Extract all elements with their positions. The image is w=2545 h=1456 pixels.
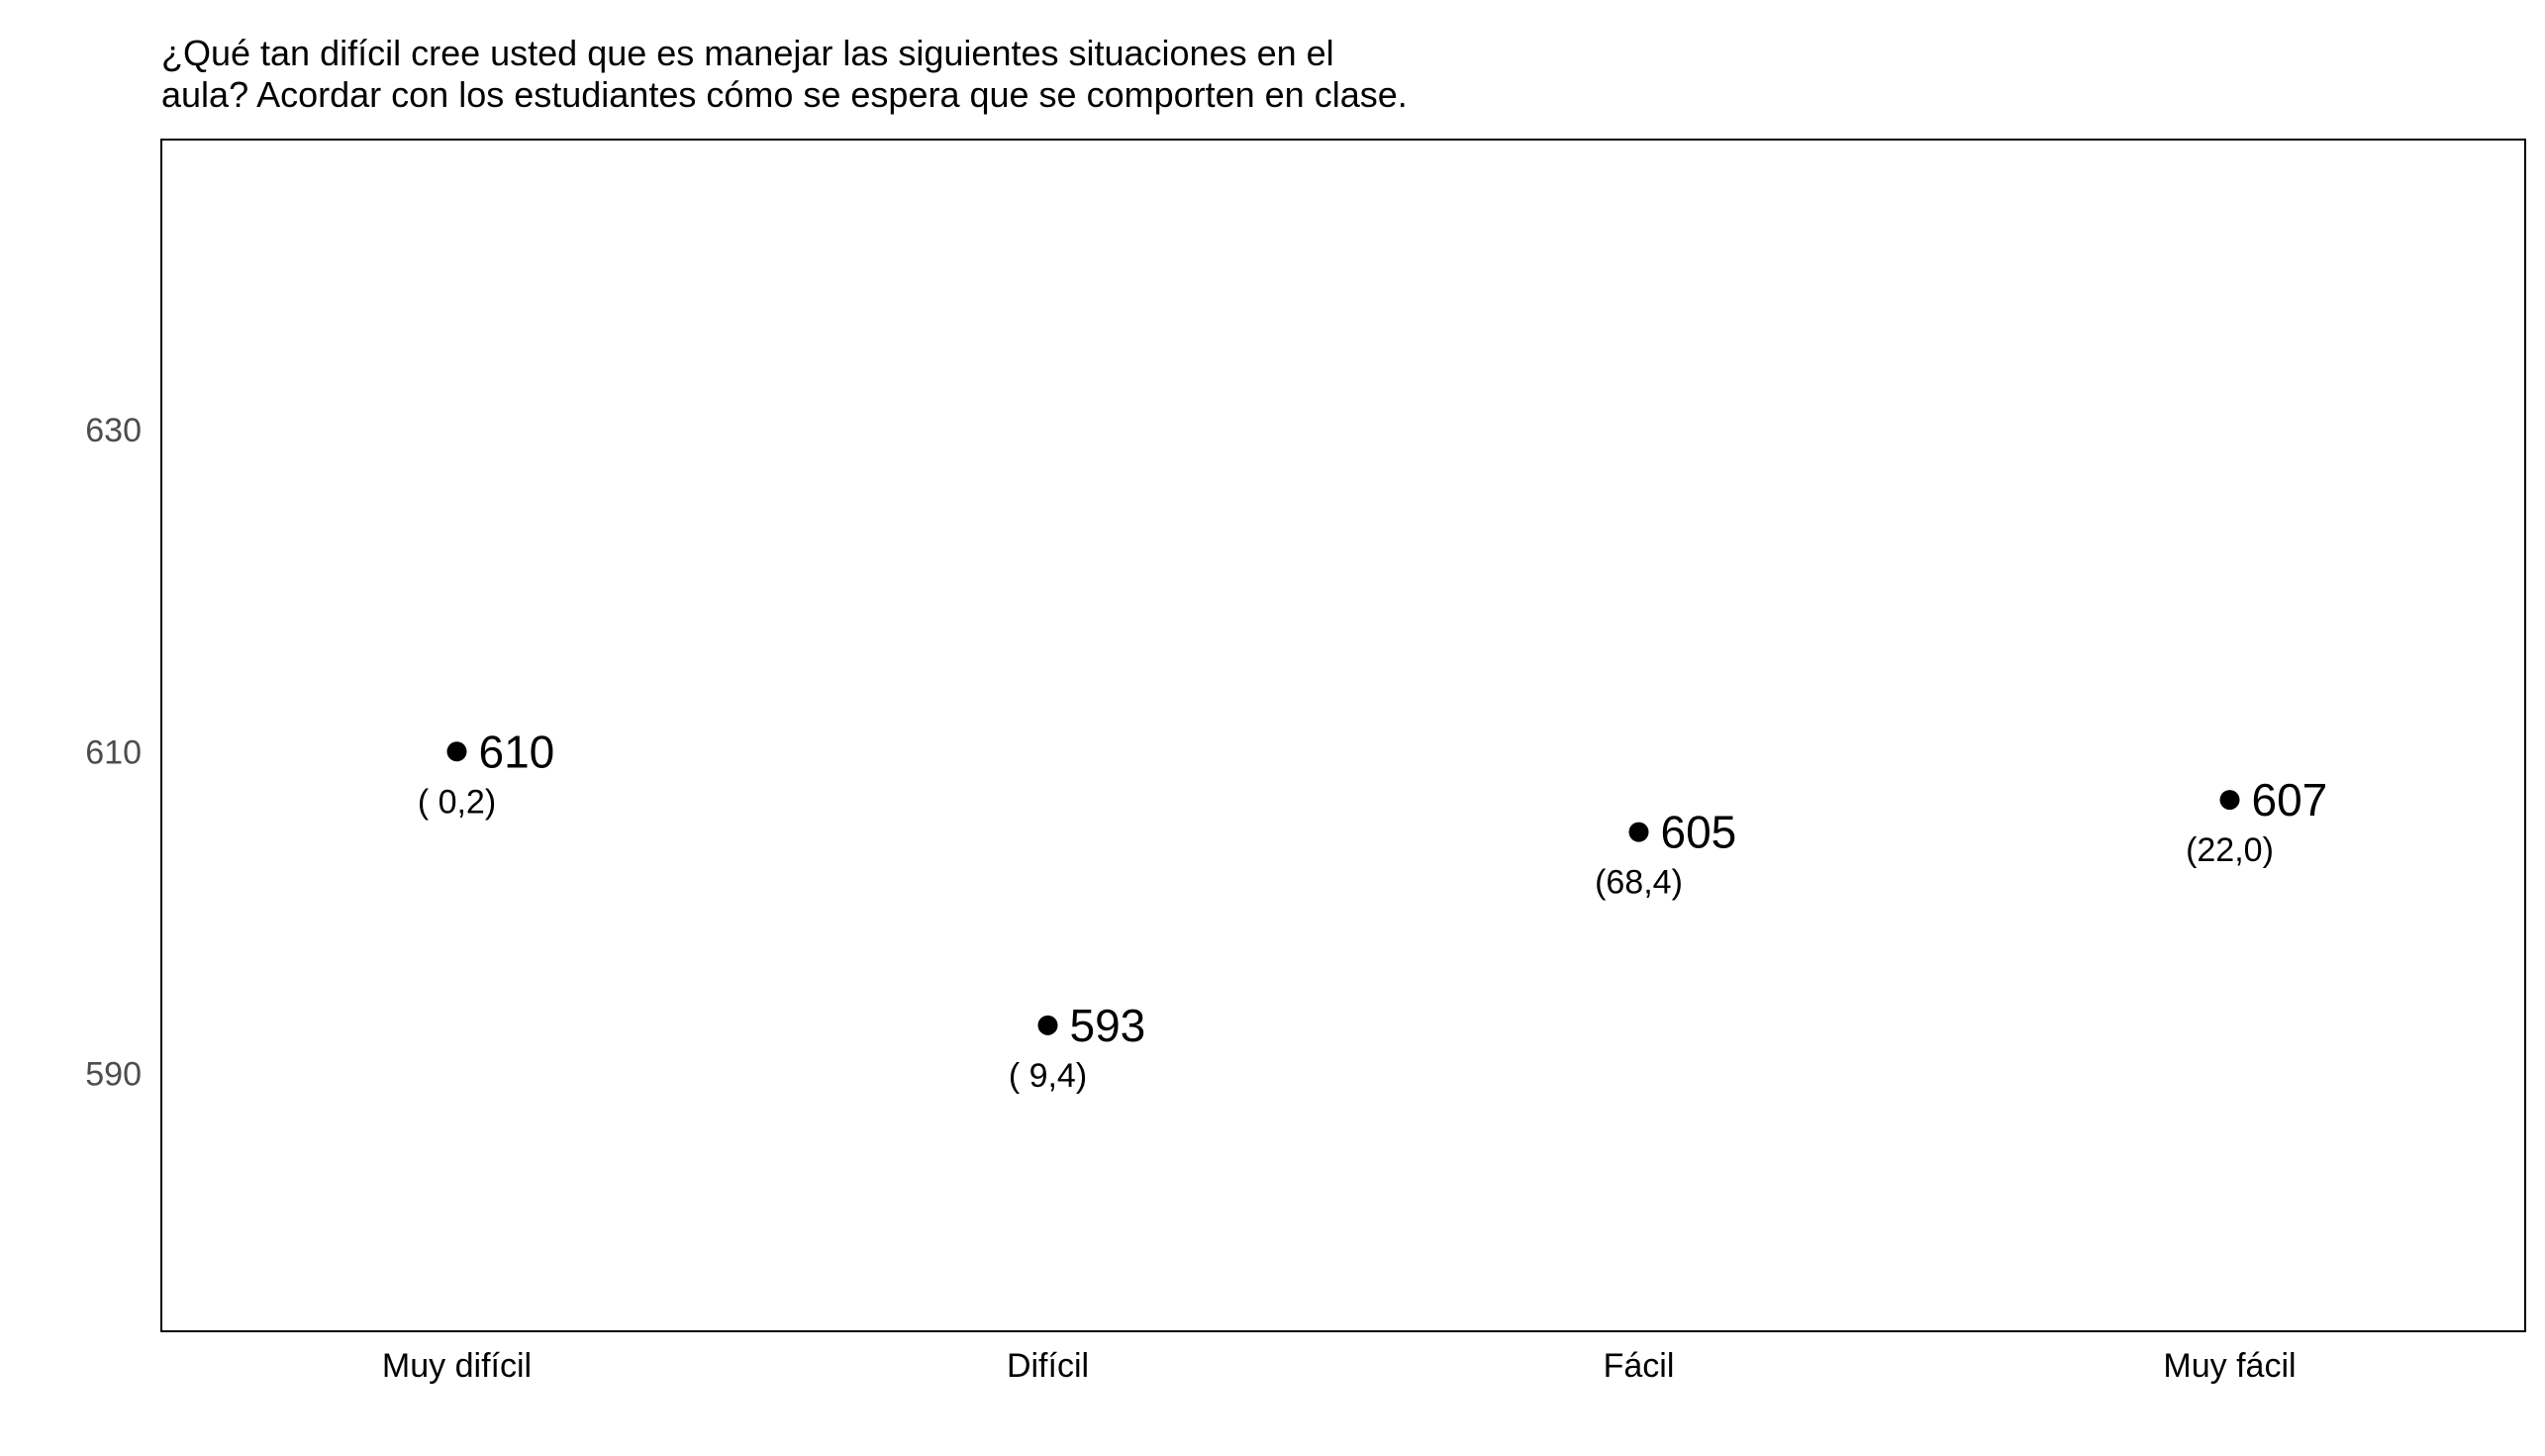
percent-label: (22,0) bbox=[2186, 831, 2274, 869]
data-point bbox=[1037, 1015, 1058, 1035]
data-point-group: 607 (22,0) bbox=[2186, 774, 2327, 869]
plot-frame bbox=[160, 139, 2526, 1332]
value-label: 593 bbox=[1070, 1000, 1146, 1051]
y-tick-label: 630 bbox=[85, 412, 142, 449]
percent-label: ( 9,4) bbox=[1009, 1057, 1087, 1095]
data-point bbox=[2219, 790, 2240, 811]
x-tick-label: Muy fácil bbox=[2163, 1347, 2296, 1385]
x-tick-label: Fácil bbox=[1604, 1347, 1675, 1385]
value-label: 607 bbox=[2252, 774, 2328, 825]
chart-title-line-1: ¿Qué tan difícil cree usted que es manej… bbox=[161, 33, 1334, 73]
data-point-group: 593 ( 9,4) bbox=[1009, 1000, 1145, 1095]
x-axis: Muy difícil Difícil Fácil Muy fácil bbox=[382, 1347, 2297, 1385]
value-label: 610 bbox=[479, 726, 555, 777]
data-point-group: 610 ( 0,2) bbox=[418, 726, 554, 821]
x-tick-label: Difícil bbox=[1007, 1347, 1089, 1385]
value-label: 605 bbox=[1661, 807, 1737, 858]
percent-label: ( 0,2) bbox=[418, 783, 496, 821]
y-axis: 590 610 630 bbox=[85, 412, 142, 1094]
percent-label: (68,4) bbox=[1595, 864, 1683, 902]
y-tick-label: 610 bbox=[85, 733, 142, 771]
data-point bbox=[1628, 822, 1649, 842]
chart-title-line-2: aula? Acordar con los estudiantes cómo s… bbox=[161, 74, 1408, 115]
x-tick-label: Muy difícil bbox=[382, 1347, 532, 1385]
data-point-group: 605 (68,4) bbox=[1595, 807, 1736, 902]
y-tick-label: 590 bbox=[85, 1056, 142, 1094]
data-point bbox=[446, 741, 467, 762]
data-points: 610 ( 0,2) 593 ( 9,4) 605 (68,4) 607 (22,0) bbox=[418, 726, 2327, 1095]
